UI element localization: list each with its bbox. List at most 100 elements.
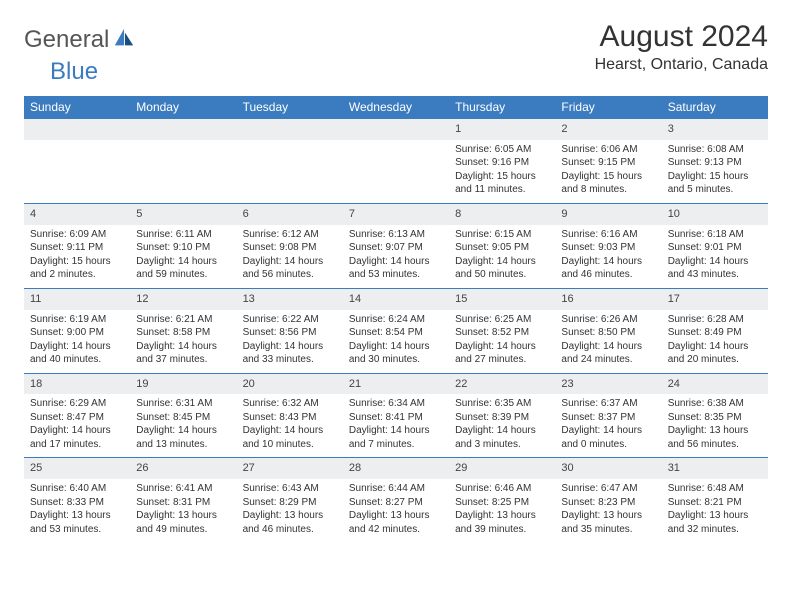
sunset-line: Sunset: 8:45 PM — [136, 411, 230, 425]
daylight-line: Daylight: 14 hours and 0 minutes. — [561, 424, 655, 451]
day-number-cell: 26 — [130, 458, 236, 479]
day-detail-row: Sunrise: 6:40 AMSunset: 8:33 PMDaylight:… — [24, 479, 768, 542]
daylight-line: Daylight: 15 hours and 8 minutes. — [561, 170, 655, 197]
day-number-cell: 20 — [237, 373, 343, 394]
daylight-line: Daylight: 13 hours and 32 minutes. — [668, 509, 762, 536]
sunset-line: Sunset: 8:35 PM — [668, 411, 762, 425]
sunset-line: Sunset: 8:39 PM — [455, 411, 549, 425]
sunset-line: Sunset: 8:52 PM — [455, 326, 549, 340]
daylight-line: Daylight: 14 hours and 43 minutes. — [668, 255, 762, 282]
weekday-header: Saturday — [662, 96, 768, 119]
day-number-cell: 25 — [24, 458, 130, 479]
calendar-head: SundayMondayTuesdayWednesdayThursdayFrid… — [24, 96, 768, 119]
day-number-cell: 12 — [130, 288, 236, 309]
day-number-cell: 9 — [555, 203, 661, 224]
sunrise-line: Sunrise: 6:32 AM — [243, 397, 337, 411]
sunset-line: Sunset: 9:03 PM — [561, 241, 655, 255]
day-detail-cell: Sunrise: 6:35 AMSunset: 8:39 PMDaylight:… — [449, 394, 555, 458]
day-detail-cell: Sunrise: 6:29 AMSunset: 8:47 PMDaylight:… — [24, 394, 130, 458]
sunset-line: Sunset: 8:43 PM — [243, 411, 337, 425]
day-detail-cell: Sunrise: 6:11 AMSunset: 9:10 PMDaylight:… — [130, 225, 236, 289]
location: Hearst, Ontario, Canada — [595, 56, 768, 74]
daylight-line: Daylight: 15 hours and 11 minutes. — [455, 170, 549, 197]
daylight-line: Daylight: 14 hours and 53 minutes. — [349, 255, 443, 282]
sunset-line: Sunset: 8:41 PM — [349, 411, 443, 425]
sunrise-line: Sunrise: 6:26 AM — [561, 313, 655, 327]
day-number-cell: 18 — [24, 373, 130, 394]
daylight-line: Daylight: 14 hours and 59 minutes. — [136, 255, 230, 282]
daylight-line: Daylight: 14 hours and 10 minutes. — [243, 424, 337, 451]
day-number-cell: 23 — [555, 373, 661, 394]
day-detail-cell — [130, 140, 236, 204]
sunrise-line: Sunrise: 6:41 AM — [136, 482, 230, 496]
sunset-line: Sunset: 8:56 PM — [243, 326, 337, 340]
day-number-cell: 7 — [343, 203, 449, 224]
day-number-cell: 3 — [662, 119, 768, 140]
day-number-cell — [343, 119, 449, 140]
daylight-line: Daylight: 15 hours and 2 minutes. — [30, 255, 124, 282]
sunrise-line: Sunrise: 6:47 AM — [561, 482, 655, 496]
sunrise-line: Sunrise: 6:25 AM — [455, 313, 549, 327]
day-detail-cell: Sunrise: 6:47 AMSunset: 8:23 PMDaylight:… — [555, 479, 661, 542]
sunrise-line: Sunrise: 6:35 AM — [455, 397, 549, 411]
day-number-row: 25262728293031 — [24, 458, 768, 479]
day-detail-cell: Sunrise: 6:13 AMSunset: 9:07 PMDaylight:… — [343, 225, 449, 289]
daylight-line: Daylight: 13 hours and 39 minutes. — [455, 509, 549, 536]
day-number-cell: 1 — [449, 119, 555, 140]
day-number-row: 11121314151617 — [24, 288, 768, 309]
daylight-line: Daylight: 14 hours and 3 minutes. — [455, 424, 549, 451]
daylight-line: Daylight: 14 hours and 46 minutes. — [561, 255, 655, 282]
day-number-row: 123 — [24, 119, 768, 140]
day-detail-cell: Sunrise: 6:41 AMSunset: 8:31 PMDaylight:… — [130, 479, 236, 542]
day-number-cell — [237, 119, 343, 140]
sunrise-line: Sunrise: 6:15 AM — [455, 228, 549, 242]
weekday-row: SundayMondayTuesdayWednesdayThursdayFrid… — [24, 96, 768, 119]
sunrise-line: Sunrise: 6:43 AM — [243, 482, 337, 496]
day-number-cell: 22 — [449, 373, 555, 394]
sunset-line: Sunset: 9:07 PM — [349, 241, 443, 255]
day-detail-cell: Sunrise: 6:08 AMSunset: 9:13 PMDaylight:… — [662, 140, 768, 204]
day-detail-cell: Sunrise: 6:37 AMSunset: 8:37 PMDaylight:… — [555, 394, 661, 458]
sunrise-line: Sunrise: 6:34 AM — [349, 397, 443, 411]
sunset-line: Sunset: 9:15 PM — [561, 156, 655, 170]
daylight-line: Daylight: 13 hours and 35 minutes. — [561, 509, 655, 536]
day-detail-cell: Sunrise: 6:44 AMSunset: 8:27 PMDaylight:… — [343, 479, 449, 542]
day-number-cell: 28 — [343, 458, 449, 479]
sunset-line: Sunset: 8:47 PM — [30, 411, 124, 425]
day-detail-cell: Sunrise: 6:32 AMSunset: 8:43 PMDaylight:… — [237, 394, 343, 458]
sunset-line: Sunset: 8:50 PM — [561, 326, 655, 340]
sunset-line: Sunset: 8:21 PM — [668, 496, 762, 510]
sunrise-line: Sunrise: 6:21 AM — [136, 313, 230, 327]
daylight-line: Daylight: 14 hours and 30 minutes. — [349, 340, 443, 367]
day-detail-cell: Sunrise: 6:31 AMSunset: 8:45 PMDaylight:… — [130, 394, 236, 458]
sunset-line: Sunset: 9:00 PM — [30, 326, 124, 340]
day-number-row: 18192021222324 — [24, 373, 768, 394]
day-detail-cell: Sunrise: 6:38 AMSunset: 8:35 PMDaylight:… — [662, 394, 768, 458]
day-number-cell: 10 — [662, 203, 768, 224]
sunset-line: Sunset: 8:27 PM — [349, 496, 443, 510]
daylight-line: Daylight: 13 hours and 49 minutes. — [136, 509, 230, 536]
day-detail-row: Sunrise: 6:09 AMSunset: 9:11 PMDaylight:… — [24, 225, 768, 289]
daylight-line: Daylight: 15 hours and 5 minutes. — [668, 170, 762, 197]
logo-sail-icon — [113, 27, 135, 49]
sunrise-line: Sunrise: 6:29 AM — [30, 397, 124, 411]
day-number-cell: 4 — [24, 203, 130, 224]
day-number-row: 45678910 — [24, 203, 768, 224]
daylight-line: Daylight: 14 hours and 40 minutes. — [30, 340, 124, 367]
day-number-cell: 19 — [130, 373, 236, 394]
day-number-cell: 15 — [449, 288, 555, 309]
sunrise-line: Sunrise: 6:12 AM — [243, 228, 337, 242]
day-detail-cell: Sunrise: 6:21 AMSunset: 8:58 PMDaylight:… — [130, 310, 236, 374]
logo-text-blue: Blue — [50, 58, 98, 86]
daylight-line: Daylight: 14 hours and 17 minutes. — [30, 424, 124, 451]
logo-text-general: General — [24, 26, 109, 54]
day-detail-cell: Sunrise: 6:16 AMSunset: 9:03 PMDaylight:… — [555, 225, 661, 289]
day-number-cell: 24 — [662, 373, 768, 394]
daylight-line: Daylight: 14 hours and 7 minutes. — [349, 424, 443, 451]
sunrise-line: Sunrise: 6:40 AM — [30, 482, 124, 496]
sunrise-line: Sunrise: 6:46 AM — [455, 482, 549, 496]
day-detail-row: Sunrise: 6:05 AMSunset: 9:16 PMDaylight:… — [24, 140, 768, 204]
day-detail-cell: Sunrise: 6:26 AMSunset: 8:50 PMDaylight:… — [555, 310, 661, 374]
sunset-line: Sunset: 8:25 PM — [455, 496, 549, 510]
weekday-header: Thursday — [449, 96, 555, 119]
